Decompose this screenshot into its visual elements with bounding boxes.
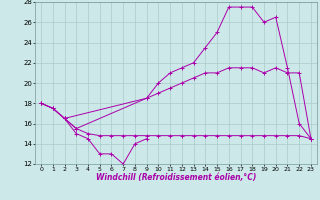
X-axis label: Windchill (Refroidissement éolien,°C): Windchill (Refroidissement éolien,°C) [96,173,256,182]
